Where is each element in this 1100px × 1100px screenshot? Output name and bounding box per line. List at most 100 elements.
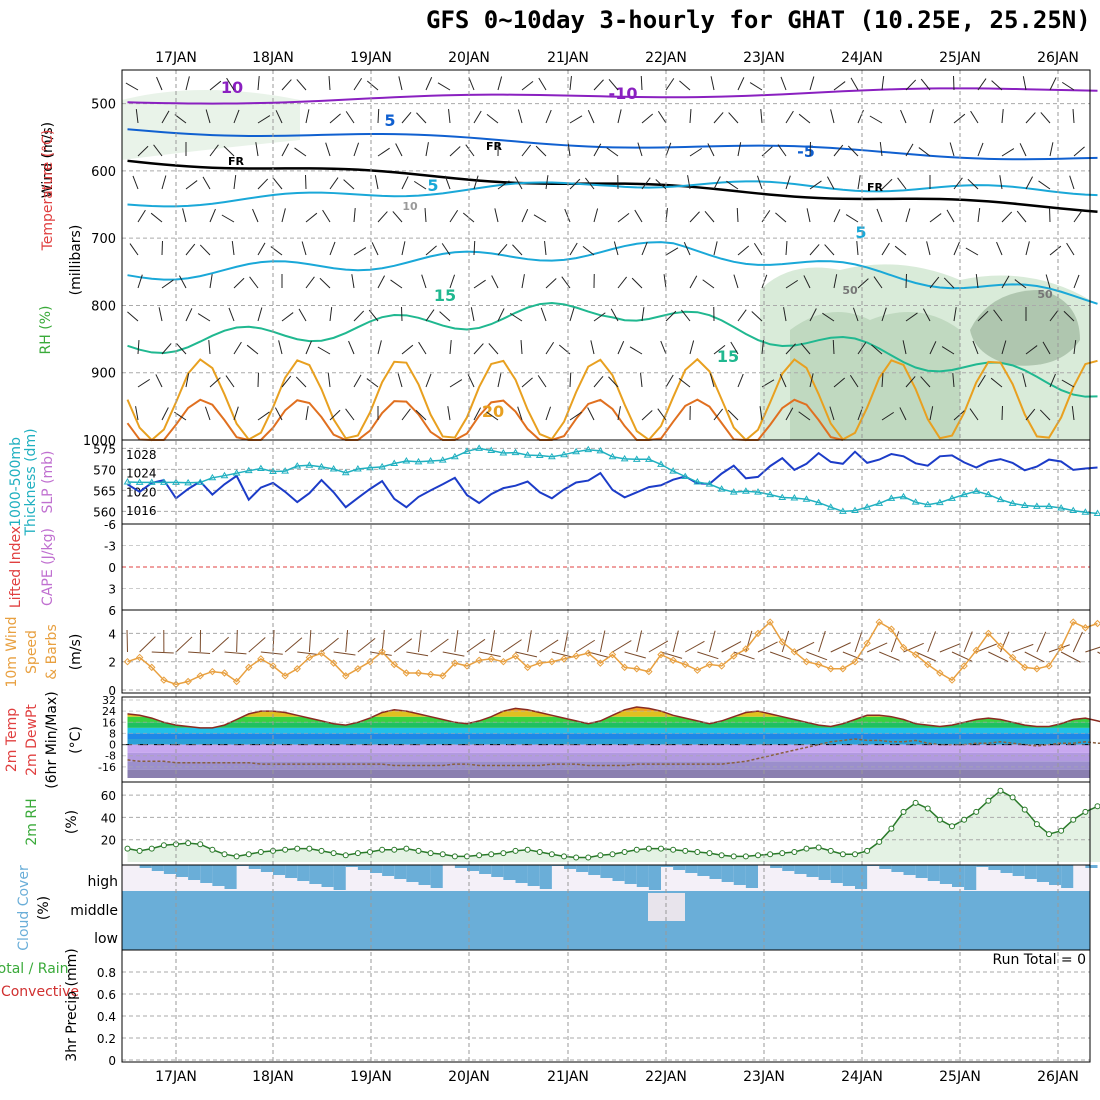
wind-barb — [401, 344, 414, 355]
wind-barb — [278, 340, 283, 355]
wind-speed-marker — [1057, 643, 1065, 652]
cloud-high-bar — [285, 865, 298, 878]
wind-barb — [881, 178, 893, 190]
wind-barb-10m — [988, 651, 1009, 663]
y-axis-label: Total / Rain — [0, 961, 69, 977]
rh-marker — [306, 845, 313, 852]
thickness-marker — [911, 498, 920, 505]
temp-band — [127, 739, 1090, 745]
wind-barb — [473, 279, 486, 289]
cloud-high-bar — [370, 865, 383, 873]
wind-barb — [270, 246, 283, 256]
wind-barb — [319, 277, 331, 289]
wind-barb — [209, 208, 216, 223]
cloud-high-bar — [891, 865, 904, 872]
wind-barb — [969, 408, 979, 421]
rh-marker — [767, 851, 774, 858]
wind-barb — [977, 310, 989, 322]
rh-marker — [730, 853, 737, 860]
temp-band — [127, 727, 1090, 734]
wind-barb — [905, 376, 916, 388]
wind-barb — [929, 109, 934, 124]
wind-speed-marker — [245, 663, 253, 672]
wind-barb-10m — [490, 630, 496, 653]
wind-barb — [761, 210, 771, 223]
wind-barb — [918, 147, 931, 157]
wind-barb — [953, 113, 966, 124]
rh-marker — [985, 797, 992, 804]
contour-label: FR — [867, 181, 884, 194]
wind-barb — [856, 241, 859, 256]
wind-barb — [1049, 77, 1057, 91]
wind-barb — [905, 143, 914, 157]
wind-barb — [1022, 76, 1027, 91]
wind-barb — [129, 243, 139, 256]
wind-barb-10m — [890, 631, 900, 653]
rh-marker — [827, 847, 834, 854]
wind-barb — [800, 342, 811, 355]
cloud-high-bar — [321, 865, 334, 887]
thickness-marker — [996, 495, 1005, 503]
wind-barb — [569, 372, 572, 388]
wind-barb — [826, 176, 835, 190]
wind-barb — [564, 208, 571, 223]
y-tick-label: 600 — [91, 165, 116, 180]
wind-barb — [679, 80, 691, 91]
contour-label: FR — [228, 155, 245, 168]
wind-barb — [977, 78, 987, 91]
wind-barb — [371, 242, 379, 256]
wind-barb — [665, 142, 672, 157]
rh-marker — [500, 850, 507, 857]
slp-line — [126, 450, 1098, 509]
wind-barb — [1073, 210, 1083, 223]
wind-barb — [545, 109, 552, 124]
wind-speed-marker — [208, 667, 217, 676]
x-tick-label-bottom: 18JAN — [252, 1069, 294, 1085]
rh-marker — [1082, 808, 1089, 815]
wind-speed-marker — [924, 660, 932, 669]
wind-barb — [640, 373, 643, 388]
rh-marker — [585, 854, 592, 861]
wind-barb — [929, 213, 942, 223]
wind-speed-marker — [851, 657, 859, 666]
precip-run-total: Run Total = 0 — [992, 952, 1086, 968]
wind-barb-10m — [321, 637, 339, 653]
wind-barb — [641, 177, 651, 190]
wind-barb — [353, 208, 356, 223]
thickness-marker — [317, 462, 326, 470]
wind-speed-marker — [499, 657, 508, 666]
wind-barb — [233, 341, 242, 355]
wind-barb — [845, 214, 859, 223]
wind-speed-marker — [378, 648, 386, 656]
wind-speed-marker — [366, 657, 374, 666]
thickness-marker — [596, 446, 605, 454]
cloud-high-bar — [745, 865, 758, 888]
wind-barb — [329, 241, 336, 256]
wind-barb — [590, 340, 595, 355]
thickness-marker — [511, 448, 520, 456]
wind-barb-10m — [915, 651, 936, 662]
y-axis-label: Speed — [24, 630, 40, 674]
wind-barb-10m — [794, 641, 815, 653]
wind-barb — [975, 274, 979, 289]
wind-speed-marker — [972, 646, 980, 655]
x-tick-label-bottom: 17JAN — [155, 1069, 197, 1085]
wind-barb — [713, 408, 724, 421]
wind-barb — [1001, 109, 1004, 124]
cloud-high-bar — [685, 865, 698, 873]
wind-barb-10m — [1085, 646, 1100, 653]
wind-barb — [185, 76, 190, 91]
wind-barb — [137, 339, 140, 355]
wind-speed-marker — [960, 662, 968, 670]
wind-speed-marker — [317, 649, 326, 657]
y-tick-label: 3 — [108, 583, 116, 597]
thickness-marker — [875, 499, 884, 506]
wind-barb-10m — [175, 636, 193, 653]
wind-barb — [377, 211, 388, 223]
wind-barb — [521, 144, 532, 157]
wind-speed-marker — [766, 618, 774, 626]
x-tick-label-top: 26JAN — [1037, 50, 1079, 66]
wind-barb-10m — [406, 651, 429, 657]
wind-speed-marker — [487, 655, 495, 663]
rh-marker — [645, 845, 652, 852]
